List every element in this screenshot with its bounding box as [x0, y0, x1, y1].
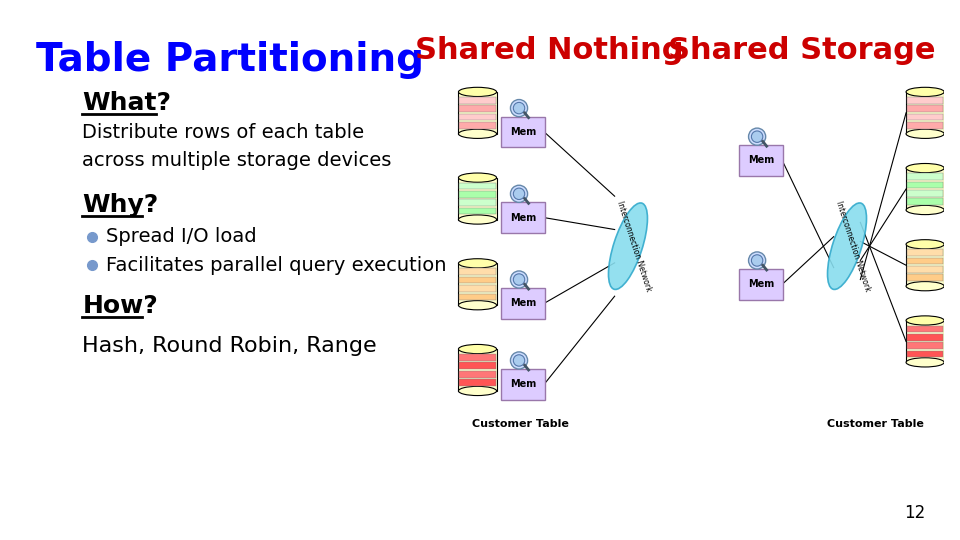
FancyBboxPatch shape [906, 320, 944, 362]
FancyBboxPatch shape [460, 354, 495, 361]
FancyBboxPatch shape [459, 178, 496, 220]
Text: Spread I/O load: Spread I/O load [107, 227, 256, 246]
FancyBboxPatch shape [460, 114, 495, 120]
FancyBboxPatch shape [906, 168, 944, 210]
FancyBboxPatch shape [739, 269, 783, 300]
Ellipse shape [459, 129, 496, 138]
FancyBboxPatch shape [460, 208, 495, 214]
FancyBboxPatch shape [907, 342, 943, 349]
Text: Mem: Mem [748, 279, 775, 289]
Circle shape [514, 355, 525, 366]
FancyBboxPatch shape [459, 349, 496, 391]
Ellipse shape [459, 87, 496, 97]
FancyBboxPatch shape [906, 92, 944, 134]
FancyBboxPatch shape [459, 92, 496, 134]
FancyBboxPatch shape [460, 276, 495, 284]
Circle shape [514, 188, 525, 199]
FancyBboxPatch shape [460, 191, 495, 198]
Circle shape [511, 352, 528, 369]
Text: Facilitates parallel query execution: Facilitates parallel query execution [107, 256, 446, 275]
FancyBboxPatch shape [907, 122, 943, 129]
FancyBboxPatch shape [501, 369, 545, 400]
Text: 12: 12 [904, 504, 925, 522]
FancyBboxPatch shape [460, 371, 495, 377]
FancyBboxPatch shape [907, 350, 943, 357]
Text: How?: How? [83, 294, 158, 318]
FancyBboxPatch shape [907, 114, 943, 120]
FancyBboxPatch shape [501, 202, 545, 233]
Text: Mem: Mem [510, 379, 537, 389]
FancyBboxPatch shape [460, 362, 495, 369]
Ellipse shape [459, 386, 496, 396]
Circle shape [752, 131, 763, 143]
FancyBboxPatch shape [460, 268, 495, 275]
FancyBboxPatch shape [907, 190, 943, 197]
Ellipse shape [828, 203, 867, 289]
Ellipse shape [906, 164, 944, 173]
Text: Interconnection Network: Interconnection Network [614, 200, 653, 293]
Text: What?: What? [83, 91, 171, 116]
Text: Mem: Mem [510, 127, 537, 137]
Circle shape [511, 271, 528, 288]
Ellipse shape [906, 87, 944, 97]
FancyBboxPatch shape [907, 97, 943, 104]
Text: Why?: Why? [83, 193, 158, 217]
FancyBboxPatch shape [907, 198, 943, 205]
FancyBboxPatch shape [907, 258, 943, 265]
FancyBboxPatch shape [460, 122, 495, 129]
Circle shape [514, 274, 525, 285]
FancyBboxPatch shape [907, 274, 943, 281]
Text: Mem: Mem [510, 298, 537, 308]
Text: Shared Storage: Shared Storage [667, 37, 935, 65]
Ellipse shape [906, 281, 944, 291]
Circle shape [511, 185, 528, 202]
Ellipse shape [459, 173, 496, 182]
FancyBboxPatch shape [460, 97, 495, 104]
FancyBboxPatch shape [907, 181, 943, 188]
Text: Hash, Round Robin, Range: Hash, Round Robin, Range [83, 336, 377, 356]
Text: Customer Table: Customer Table [828, 419, 924, 429]
FancyBboxPatch shape [907, 249, 943, 256]
Text: Mem: Mem [510, 213, 537, 222]
Ellipse shape [609, 203, 647, 289]
Ellipse shape [906, 316, 944, 325]
Circle shape [749, 128, 766, 145]
Text: Distribute rows of each table
across multiple storage devices: Distribute rows of each table across mul… [83, 123, 392, 170]
FancyBboxPatch shape [907, 105, 943, 112]
FancyBboxPatch shape [460, 183, 495, 190]
FancyBboxPatch shape [907, 266, 943, 273]
FancyBboxPatch shape [460, 105, 495, 112]
FancyBboxPatch shape [460, 199, 495, 206]
Ellipse shape [459, 259, 496, 268]
FancyBboxPatch shape [460, 379, 495, 386]
Ellipse shape [906, 129, 944, 138]
Text: Customer Table: Customer Table [472, 419, 568, 429]
Ellipse shape [459, 215, 496, 224]
Circle shape [514, 103, 525, 114]
Text: Table Partitioning: Table Partitioning [36, 42, 424, 79]
Circle shape [511, 99, 528, 117]
Ellipse shape [459, 301, 496, 310]
Text: Shared Nothing: Shared Nothing [415, 37, 684, 65]
Ellipse shape [906, 358, 944, 367]
Text: Mem: Mem [748, 156, 775, 165]
Ellipse shape [906, 240, 944, 249]
Circle shape [752, 255, 763, 266]
FancyBboxPatch shape [501, 117, 545, 147]
FancyBboxPatch shape [460, 285, 495, 292]
Text: Interconnection Network: Interconnection Network [834, 200, 872, 293]
FancyBboxPatch shape [501, 288, 545, 319]
FancyBboxPatch shape [907, 326, 943, 332]
FancyBboxPatch shape [739, 145, 783, 176]
FancyBboxPatch shape [906, 244, 944, 286]
FancyBboxPatch shape [907, 334, 943, 341]
FancyBboxPatch shape [460, 294, 495, 300]
Circle shape [749, 252, 766, 269]
Ellipse shape [906, 205, 944, 214]
Ellipse shape [459, 345, 496, 354]
FancyBboxPatch shape [907, 173, 943, 180]
FancyBboxPatch shape [459, 264, 496, 305]
